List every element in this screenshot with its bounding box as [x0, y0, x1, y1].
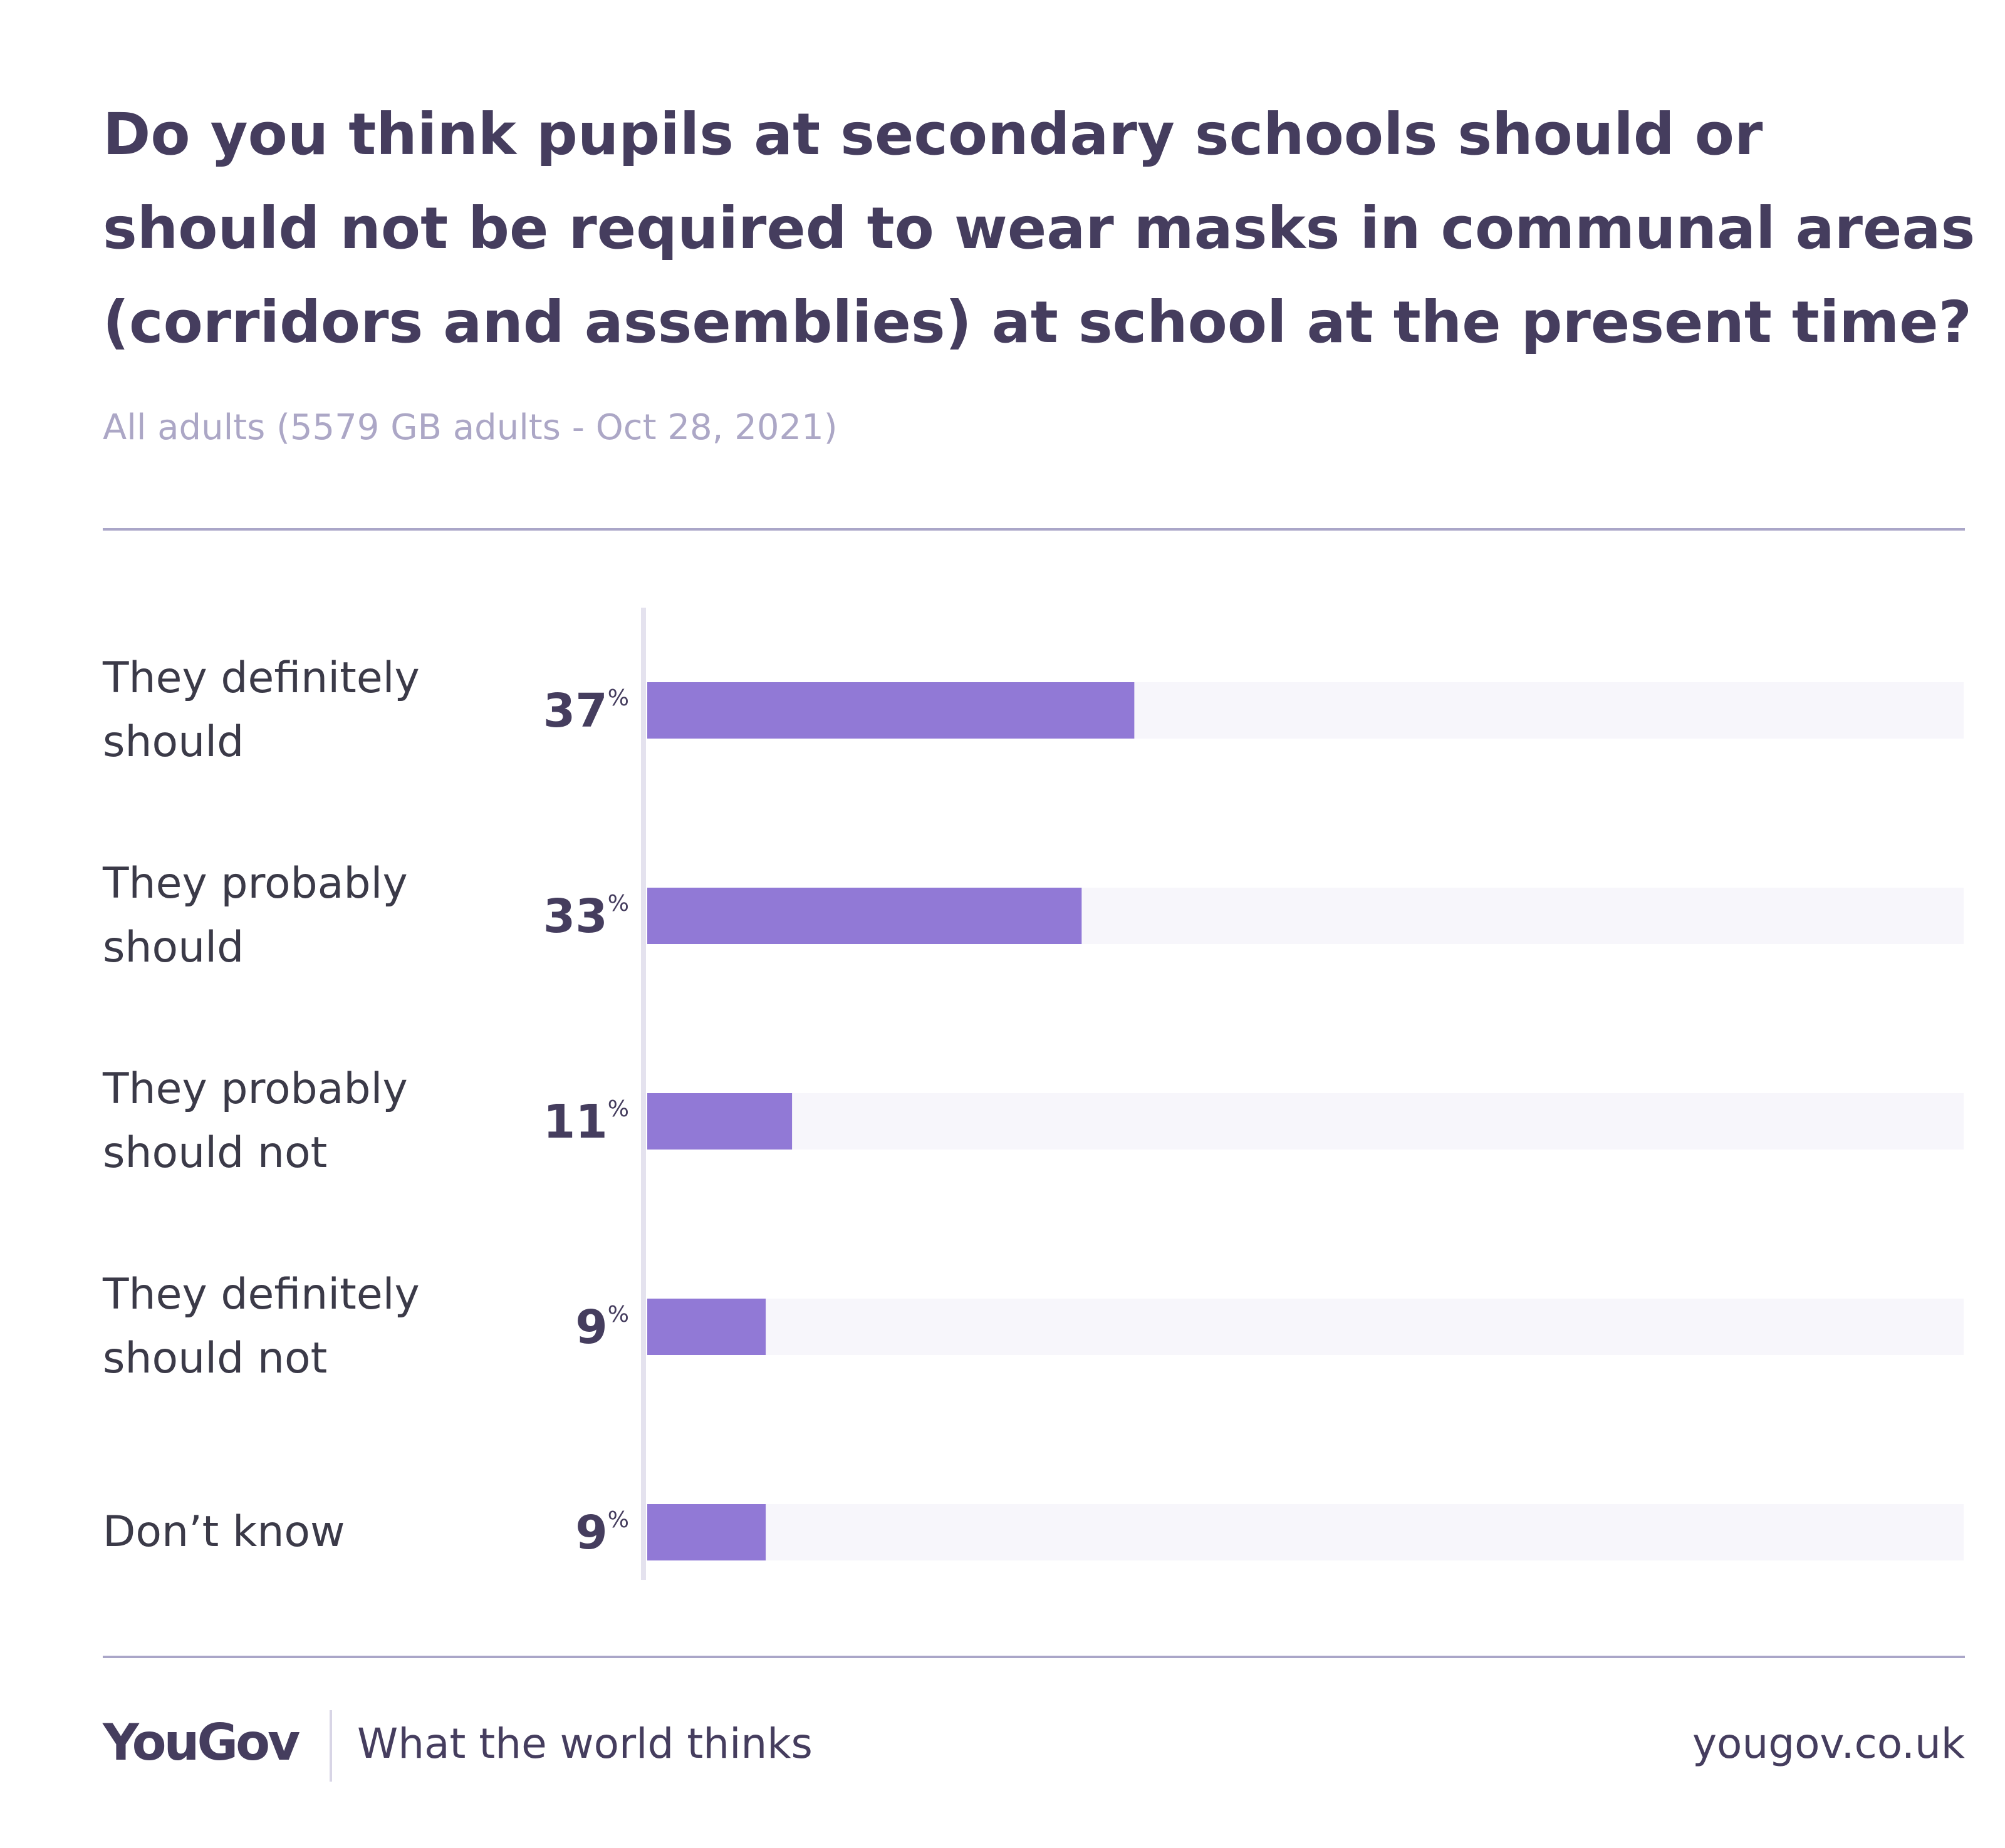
value-label: 37% [543, 684, 629, 738]
bar [647, 888, 1082, 944]
chart-subtitle: All adults (5579 GB adults - Oct 28, 202… [103, 407, 838, 448]
bar-track [647, 1504, 1964, 1560]
chart-title: Do you think pupils at secondary schools… [103, 101, 1976, 356]
website: yougov.co.uk [1692, 1720, 1965, 1768]
bar-track [647, 1093, 1964, 1150]
value-label: 11% [543, 1095, 629, 1149]
value-label: 33% [543, 890, 629, 943]
top-rule [103, 528, 1965, 531]
bar [647, 1299, 766, 1355]
separator [330, 1710, 332, 1782]
brand-logo: YouGov [103, 1713, 300, 1772]
category-label: They probably should not [103, 1064, 408, 1178]
category-label: They definitely should not [103, 1270, 420, 1383]
category-label: They definitely should [103, 653, 420, 767]
tagline: What the world thinks [357, 1720, 813, 1768]
value-label: 9% [575, 1300, 629, 1354]
bar [647, 682, 1135, 739]
value-label: 9% [575, 1506, 629, 1560]
bottom-rule [103, 1656, 1965, 1658]
axis-line [641, 608, 646, 1580]
bar [647, 1093, 793, 1150]
bar-track [647, 1299, 1964, 1355]
category-label: Don’t know [103, 1507, 345, 1557]
bar [647, 1504, 766, 1560]
category-label: They probably should [103, 859, 408, 972]
